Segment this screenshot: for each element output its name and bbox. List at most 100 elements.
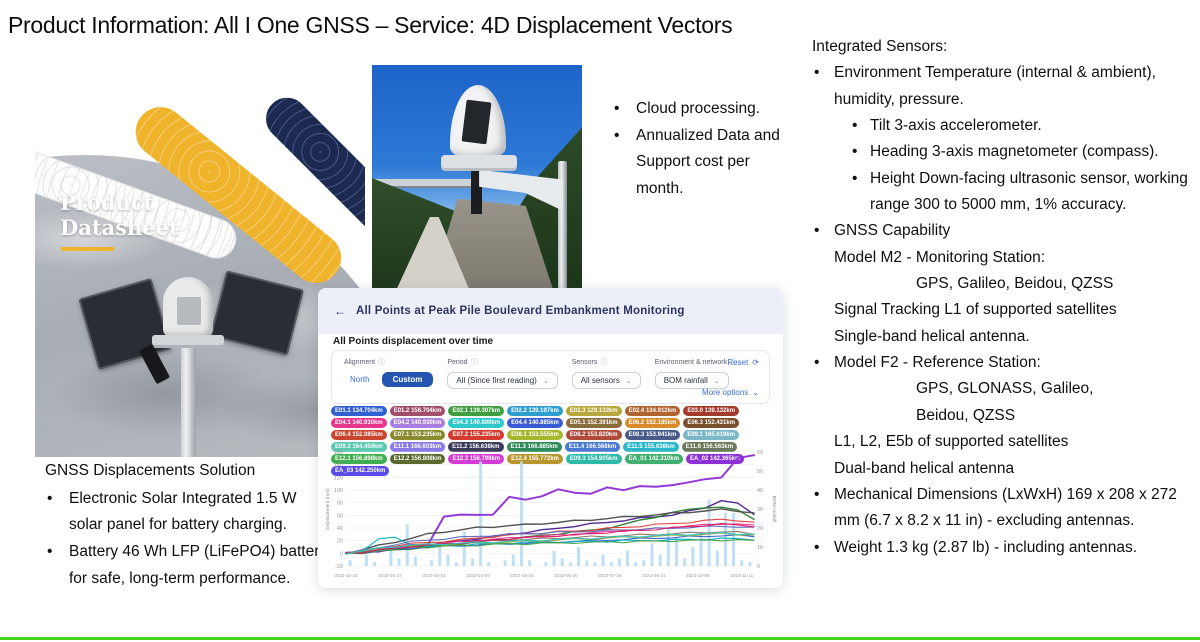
spec-line: • Weight 1.3 kg (2.87 lb) - including ant… bbox=[812, 535, 1198, 561]
legend-chip[interactable]: E11.4 166.568km bbox=[564, 442, 621, 452]
legend-chip[interactable]: E12.3 156.799km bbox=[448, 454, 505, 464]
filter-card: Alignment ⓘ North Custom Period ⓘ All (Since f… bbox=[331, 350, 770, 404]
info-icon: ⓘ bbox=[378, 359, 386, 366]
spec-line: GPS, Galileo, Beidou, QZSS bbox=[812, 271, 1198, 297]
svg-text:BOM rainfall: BOM rainfall bbox=[771, 496, 777, 522]
svg-text:-20: -20 bbox=[335, 564, 343, 570]
filter-label-text: Environment & network bbox=[654, 358, 728, 366]
spec-line-text: Beidou, QZSS bbox=[916, 406, 1016, 424]
filter-group: Period ⓘ All (Since first reading) ⌄ bbox=[447, 357, 558, 389]
bullet-glyph: • bbox=[814, 64, 820, 82]
more-options-button[interactable]: More options ⌄ bbox=[702, 388, 759, 397]
bullet-glyph: • bbox=[47, 542, 53, 560]
svg-text:50: 50 bbox=[757, 469, 763, 475]
filter-group: Sensors ⓘ All sensors ⌄ bbox=[571, 357, 641, 389]
bullet-glyph: • bbox=[814, 538, 820, 556]
legend-chip[interactable]: E02.1 139.307km bbox=[448, 406, 505, 416]
filter-label-text: Period bbox=[447, 358, 468, 366]
legend-chip[interactable]: E07.1 153.235km bbox=[389, 430, 446, 440]
legend-chip[interactable]: E02.3 129.132km bbox=[565, 406, 622, 416]
legend-chip[interactable]: EA_01 142.310km bbox=[624, 454, 683, 464]
legend-chip[interactable]: E11.6 156.563km bbox=[681, 442, 738, 452]
list-item-text: Annualized Data and Support cost per mon… bbox=[636, 126, 780, 197]
chevron-down-icon: ⌄ bbox=[752, 388, 759, 397]
spec-line-text: Weight 1.3 kg (2.87 lb) - including ante… bbox=[834, 538, 1138, 556]
alignment-toggle-north[interactable]: North bbox=[350, 375, 370, 384]
legend-chip[interactable]: E03.0 139.132km bbox=[683, 406, 740, 416]
legend-chip[interactable]: E08.2 153.820km bbox=[565, 430, 622, 440]
legend-chip[interactable]: E09.2 164.456km bbox=[331, 442, 387, 452]
legend-chip[interactable]: E12.4 155.772km bbox=[507, 454, 563, 464]
legend-chip[interactable]: E11.1 166.603km bbox=[389, 442, 446, 452]
filter-label: Period ⓘ bbox=[447, 357, 557, 367]
list-item: • Electronic Solar Integrated 1.5 W solar… bbox=[45, 486, 333, 539]
spec-line: • Height Down-facing ultrasonic sensor, w… bbox=[812, 166, 1198, 219]
legend-chip[interactable]: E04.3 140.890km bbox=[448, 418, 505, 428]
legend-chip[interactable]: EA_02 142.365km bbox=[685, 454, 745, 464]
svg-text:40: 40 bbox=[757, 488, 763, 494]
info-icon: ⓘ bbox=[470, 359, 478, 366]
filter-dropdown[interactable]: All (Since first reading) ⌄ bbox=[447, 372, 558, 389]
legend-chip[interactable]: E09.3 154.905km bbox=[565, 454, 622, 464]
legend-chip[interactable]: E12.2 156.808km bbox=[389, 454, 446, 464]
banner-heading: Product Datasheet bbox=[60, 190, 179, 240]
bullet-glyph: • bbox=[852, 169, 858, 187]
filter-control: All sensors ⌄ bbox=[571, 372, 641, 389]
legend-chip[interactable]: E06.2 152.185km bbox=[624, 418, 681, 428]
legend-chip[interactable]: E05.1 152.391km bbox=[565, 418, 622, 428]
gnss-unit-base bbox=[152, 335, 224, 345]
legend-chip[interactable]: E11.5 155.638km bbox=[623, 442, 679, 452]
legend-chip[interactable]: E04.4 140.885km bbox=[507, 418, 563, 428]
legend-chip[interactable]: E06.3 152.431km bbox=[683, 418, 740, 428]
legend-chip[interactable]: E02.4 134.912km bbox=[624, 406, 681, 416]
dropdown-value: BOM rainfall bbox=[663, 376, 708, 385]
legend-chip[interactable]: EA_03 142.250km bbox=[331, 466, 390, 476]
filter-label: Alignment ⓘ bbox=[344, 357, 433, 367]
displacement-chart[interactable]: -20 0 20 40 60 80 100 120 140 160 0 10 20 30 40 50 60 202… bbox=[322, 448, 778, 584]
filter-control: All (Since first reading) ⌄ bbox=[447, 372, 558, 389]
legend-chip[interactable]: E04.2 140.930km bbox=[389, 418, 446, 428]
svg-text:60: 60 bbox=[337, 513, 343, 519]
svg-text:20: 20 bbox=[757, 526, 763, 532]
legend-chip[interactable]: E08.3 153.941km bbox=[624, 430, 681, 440]
installation-photo bbox=[372, 65, 582, 288]
legend-chip[interactable]: E06.4 152.085km bbox=[331, 430, 387, 440]
legend-chip[interactable]: E02.2 139.197km bbox=[507, 406, 563, 416]
spec-line-text: Model F2 - Reference Station: bbox=[834, 354, 1041, 372]
legend-chip[interactable]: E11.3 166.885km bbox=[506, 442, 562, 452]
legend-chip[interactable]: E01.2 156.704km bbox=[389, 406, 446, 416]
chart-legend: E01.1 134.704km E01.2 156.704km E02.1 139.… bbox=[331, 406, 773, 476]
station-pole bbox=[181, 337, 196, 457]
legend-chip[interactable]: E08.1 153.555km bbox=[507, 430, 563, 440]
spec-line: Beidou, QZSS bbox=[812, 403, 1198, 429]
svg-text:140: 140 bbox=[334, 463, 343, 469]
legend-chip[interactable]: E12.1 156.898km bbox=[331, 454, 387, 464]
legend-chip[interactable]: E01.1 134.704km bbox=[331, 406, 387, 416]
spec-line-text: Height Down-facing ultrasonic sensor, wo… bbox=[870, 169, 1188, 214]
svg-text:2023-08-31: 2023-08-31 bbox=[642, 573, 666, 578]
legend-chip[interactable]: E07.2 155.235km bbox=[448, 430, 505, 440]
info-icon: ⓘ bbox=[600, 359, 608, 366]
legend-chip[interactable]: E11.2 156.638km bbox=[448, 442, 504, 452]
bullet-glyph: • bbox=[814, 354, 820, 372]
spec-line-text: Mechanical Dimensions (LxWxH) 169 x 208 … bbox=[834, 485, 1177, 530]
bullet-glyph: • bbox=[614, 100, 620, 117]
filter-dropdown[interactable]: All sensors ⌄ bbox=[571, 372, 641, 389]
spec-line-text: GPS, GLONASS, Galileo, bbox=[916, 380, 1094, 398]
photo-mount-pole bbox=[558, 160, 568, 288]
dropdown-value: All (Since first reading) bbox=[456, 376, 537, 385]
alignment-toggle-custom[interactable]: Custom bbox=[381, 372, 434, 387]
spec-line-text: Tilt 3-axis accelerometer. bbox=[870, 117, 1042, 135]
reset-button[interactable]: Reset ⟳ bbox=[727, 358, 759, 367]
filter-label: Sensors ⓘ bbox=[572, 357, 641, 367]
solution-text: GNSS Displacements Solution • Electronic … bbox=[45, 458, 333, 592]
svg-text:10: 10 bbox=[757, 545, 763, 551]
filter-dropdown[interactable]: BOM rainfall ⌄ bbox=[654, 372, 729, 389]
list-item: • Cloud processing. bbox=[612, 96, 790, 123]
legend-chip[interactable]: E09.1 165.019km bbox=[683, 430, 740, 440]
svg-text:2023-10-06: 2023-10-06 bbox=[686, 573, 710, 578]
legend-chip[interactable]: E04.1 140.930km bbox=[331, 418, 387, 428]
back-icon[interactable]: ← bbox=[334, 304, 346, 318]
footer-accent-line bbox=[0, 637, 1200, 640]
spec-line-text: GNSS Capability bbox=[834, 222, 951, 240]
